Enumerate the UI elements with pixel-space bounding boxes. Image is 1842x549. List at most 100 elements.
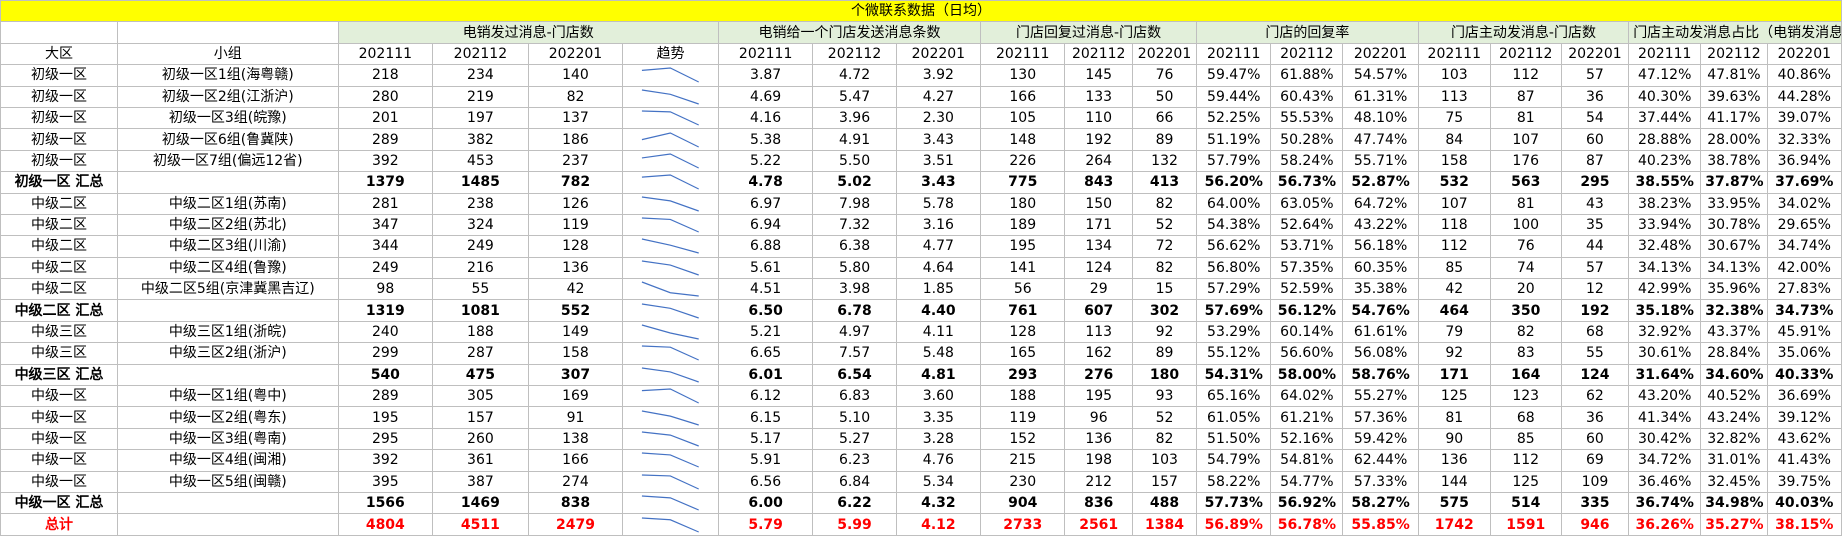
- replied-stores-cell: 180: [980, 192, 1066, 215]
- trend-line: [642, 196, 700, 212]
- trend-line: [642, 89, 700, 105]
- replied-stores-cell: 180: [1131, 363, 1198, 387]
- replied-stores-cell: 82: [1131, 192, 1198, 215]
- trend-line: [642, 410, 700, 426]
- reply-rate-cell: 51.50%: [1196, 427, 1272, 451]
- active-ratio-cell: 39.07%: [1766, 106, 1842, 130]
- replied-stores-cell: 93: [1131, 385, 1198, 408]
- active-stores-cell: 90: [1417, 427, 1491, 451]
- reply-rate-cell: 54.31%: [1196, 363, 1272, 387]
- reply-rate-cell: 58.76%: [1342, 363, 1419, 387]
- reply-rate-cell: 56.60%: [1270, 342, 1344, 365]
- replied-stores-cell: 761: [980, 299, 1066, 322]
- replied-stores-cell: 89: [1131, 128, 1198, 151]
- active-stores-cell: 81: [1417, 406, 1491, 429]
- replied-stores-cell: 105: [980, 106, 1066, 130]
- sent-stores-cell: 82: [527, 85, 624, 108]
- replied-stores-cell: 29: [1064, 278, 1133, 301]
- reply-rate-cell: 59.47%: [1196, 64, 1272, 87]
- region-cell: 总计: [0, 513, 119, 536]
- active-stores-cell: 85: [1489, 427, 1562, 451]
- replied-stores-cell: 165: [980, 342, 1066, 365]
- reply-rate-cell: 52.64%: [1270, 213, 1344, 237]
- reply-rate-cell: 57.35%: [1270, 256, 1344, 280]
- active-ratio-cell: 36.26%: [1628, 513, 1702, 536]
- team-cell: 初级一区3组(皖豫): [117, 106, 339, 130]
- trend-sparkline: [642, 238, 700, 255]
- trend-sparkline: [642, 174, 700, 190]
- table-row: 中级二区 中级二区3组(川渝) 344 249 128 6.88 6.38 4.77 195 13…: [0, 235, 1842, 258]
- active-stores-cell: 36: [1560, 406, 1630, 429]
- replied-stores-cell: 157: [1131, 470, 1198, 493]
- active-ratio-cell: 40.86%: [1766, 64, 1842, 87]
- sent-stores-cell: 453: [432, 149, 529, 173]
- active-stores-cell: 109: [1560, 470, 1630, 493]
- messages-per-store-cell: 6.15: [717, 406, 814, 429]
- trend-cell: [622, 491, 719, 515]
- sent-stores-cell: 475: [432, 363, 529, 387]
- replied-stores-cell: 293: [980, 363, 1066, 387]
- group-header-active-stores: 门店主动发消息-门店数: [1417, 21, 1630, 44]
- table-row: 中级二区 中级二区1组(苏南) 281 238 126 6.97 7.98 5.78 180 15…: [0, 192, 1842, 215]
- active-ratio-cell: 32.33%: [1766, 128, 1842, 151]
- active-stores-cell: 125: [1489, 470, 1562, 493]
- reply-rate-cell: 58.22%: [1196, 470, 1272, 493]
- subtotal-row: 中级二区 汇总 1319 1081 552 6.50 6.78 4.40 761 607 302 5…: [0, 299, 1842, 322]
- sent-stores-cell: 1319: [337, 299, 434, 322]
- table-row: 中级一区 中级一区5组(闽赣) 395 387 274 6.56 6.84 5.34 230 21…: [0, 470, 1842, 493]
- messages-per-store-cell: 6.54: [812, 363, 897, 387]
- sent-stores-cell: 219: [432, 85, 529, 108]
- messages-per-store-cell: 3.98: [812, 278, 897, 301]
- sent-stores-cell: 782: [527, 171, 624, 194]
- messages-per-store-cell: 5.78: [895, 192, 982, 215]
- trend-line: [642, 452, 700, 468]
- trend-cell: [622, 363, 719, 387]
- reply-rate-cell: 61.61%: [1342, 320, 1419, 344]
- messages-per-store-cell: 7.32: [812, 213, 897, 237]
- replied-stores-cell: 130: [980, 64, 1066, 87]
- sent-stores-cell: 289: [337, 385, 434, 408]
- reply-rate-cell: 52.87%: [1342, 171, 1419, 194]
- trend-line: [642, 174, 700, 190]
- region-cell: 中级三区: [0, 320, 119, 344]
- messages-per-store-cell: 5.38: [717, 128, 814, 151]
- reply-rate-cell: 58.27%: [1342, 491, 1419, 515]
- sent-stores-cell: 4511: [432, 513, 529, 536]
- sent-stores-cell: 392: [337, 149, 434, 173]
- table-row: 初级一区 初级一区1组(海粤赣) 218 234 140 3.87 4.72 3.92 130 1…: [0, 64, 1842, 87]
- col-header-period: 202112: [1489, 42, 1562, 66]
- reply-rate-cell: 55.12%: [1196, 342, 1272, 365]
- active-stores-cell: 69: [1560, 449, 1630, 472]
- active-stores-cell: 75: [1417, 106, 1491, 130]
- active-stores-cell: 12: [1560, 278, 1630, 301]
- region-cell: 初级一区: [0, 106, 119, 130]
- messages-per-store-cell: 5.22: [717, 149, 814, 173]
- active-ratio-cell: 40.23%: [1628, 149, 1702, 173]
- table-row: 初级一区 初级一区3组(皖豫) 201 197 137 4.16 3.96 2.30 105 11…: [0, 106, 1842, 130]
- replied-stores-cell: 133: [1064, 85, 1133, 108]
- trend-sparkline: [642, 345, 700, 361]
- replied-stores-cell: 264: [1064, 149, 1133, 173]
- active-ratio-cell: 34.73%: [1766, 299, 1842, 322]
- sent-stores-cell: 552: [527, 299, 624, 322]
- trend-cell: [622, 171, 719, 194]
- active-ratio-cell: 34.13%: [1628, 256, 1702, 280]
- messages-per-store-cell: 6.12: [717, 385, 814, 408]
- reply-rate-cell: 52.16%: [1270, 427, 1344, 451]
- active-ratio-cell: 35.27%: [1700, 513, 1768, 536]
- trend-sparkline: [642, 260, 700, 276]
- trend-cell: [622, 449, 719, 472]
- reply-rate-cell: 54.76%: [1342, 299, 1419, 322]
- active-stores-cell: 20: [1489, 278, 1562, 301]
- team-cell: 初级一区1组(海粤赣): [117, 64, 339, 87]
- active-stores-cell: 335: [1560, 491, 1630, 515]
- region-cell: 初级一区: [0, 85, 119, 108]
- replied-stores-cell: 113: [1064, 320, 1133, 344]
- group-header-active-ratio: 门店主动发消息占比（电销发消息）: [1628, 21, 1842, 44]
- trend-sparkline: [642, 89, 700, 105]
- messages-per-store-cell: 5.21: [717, 320, 814, 344]
- active-ratio-cell: 37.87%: [1700, 171, 1768, 194]
- trend-sparkline: [642, 217, 700, 233]
- active-ratio-cell: 34.98%: [1700, 491, 1768, 515]
- trend-cell: [622, 385, 719, 408]
